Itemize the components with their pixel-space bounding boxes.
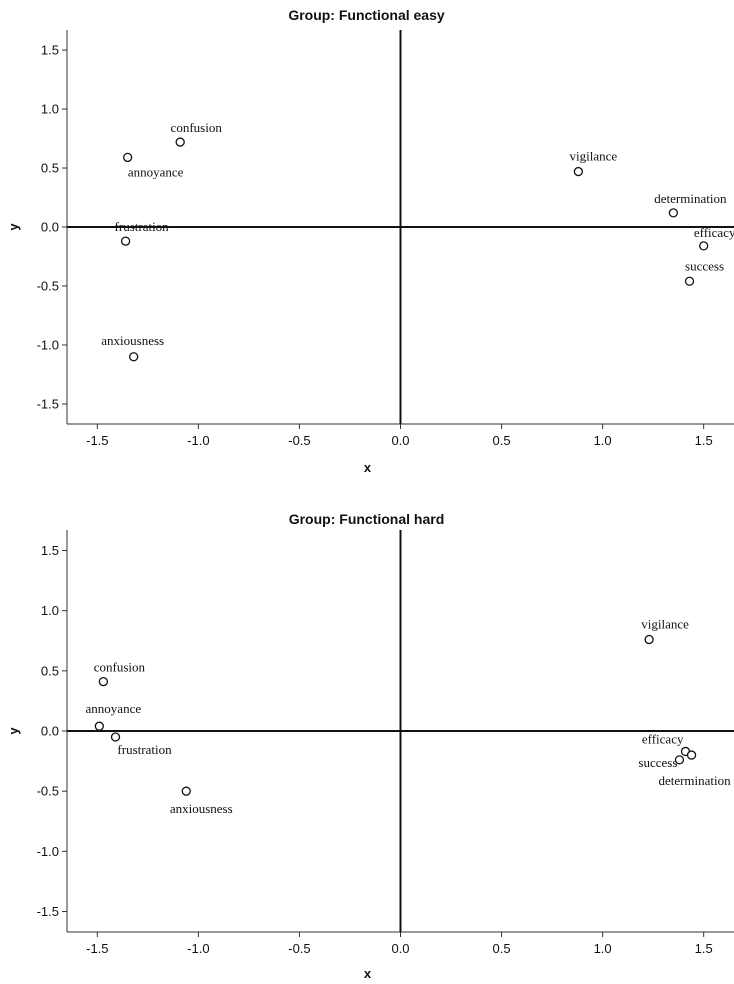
point-label-vigilance: vigilance xyxy=(641,617,689,632)
x-tick-label: 0.5 xyxy=(493,433,511,448)
data-point-determination xyxy=(668,208,679,218)
y-tick-label: 1.0 xyxy=(41,102,59,117)
y-tick-label: -1.5 xyxy=(37,396,59,411)
data-point-success xyxy=(684,276,695,286)
y-tick-label: 0.0 xyxy=(41,724,59,739)
y-tick-label: -0.5 xyxy=(37,278,59,293)
data-point-frustration xyxy=(120,236,131,246)
point-label-anxiousness: anxiousness xyxy=(101,333,164,348)
data-point-vigilance xyxy=(573,166,584,177)
point-label-determination: determination xyxy=(654,191,727,206)
x-tick-label: -1.0 xyxy=(187,433,209,448)
point-label-efficacy: efficacy xyxy=(694,225,734,240)
point-label-determination: determination xyxy=(658,773,731,788)
point-label-annoyance: annoyance xyxy=(128,164,184,179)
chart-panel-2: Group: Functional hard -1.5 -1.0 -0.5 0.0 0.5… xyxy=(6,511,734,981)
x-tick-label: 1.5 xyxy=(695,941,713,956)
data-point-anxiousness xyxy=(181,786,191,796)
y-tick-label: -1.0 xyxy=(37,337,59,352)
point-label-success: success xyxy=(638,755,677,770)
x-tick-label: -1.5 xyxy=(86,941,108,956)
point-label-confusion: confusion xyxy=(94,660,146,675)
x-tick-label: -1.5 xyxy=(86,433,108,448)
y-tick-label: 0.5 xyxy=(41,663,59,678)
data-point-frustration xyxy=(110,732,121,742)
x-tick-label: 0.0 xyxy=(391,433,409,448)
y-axis-label: y xyxy=(6,727,21,735)
x-tick-label: -0.5 xyxy=(288,433,310,448)
data-point-annoyance xyxy=(94,721,104,731)
y-tick-label: -0.5 xyxy=(37,784,59,799)
y-tick-label: 1.5 xyxy=(41,543,59,558)
y-tick-label: 0.0 xyxy=(41,220,59,235)
data-point-confusion xyxy=(98,677,109,687)
x-tick-label: 1.0 xyxy=(594,941,612,956)
point-label-confusion: confusion xyxy=(171,120,223,135)
y-tick-label: -1.5 xyxy=(37,904,59,919)
point-label-vigilance: vigilance xyxy=(570,149,618,164)
point-label-frustration: frustration xyxy=(115,219,170,234)
x-axis-label: x xyxy=(364,966,372,981)
data-point-efficacy xyxy=(699,241,709,251)
data-point-success xyxy=(674,755,685,765)
chart-panel-1: Group: Functional easy -1.5 -1.0 -0.5 0.0 0.5… xyxy=(6,7,734,475)
data-point-anxiousness xyxy=(129,352,139,362)
x-tick-label: -0.5 xyxy=(288,941,310,956)
x-tick-label: 1.5 xyxy=(695,433,713,448)
chart-title: Group: Functional easy xyxy=(288,7,445,23)
point-label-frustration: frustration xyxy=(117,742,172,757)
chart-title: Group: Functional hard xyxy=(289,511,445,527)
y-axis-label: y xyxy=(6,223,21,231)
x-tick-label: -1.0 xyxy=(187,941,209,956)
x-tick-label: 1.0 xyxy=(594,433,612,448)
x-tick-label: 0.5 xyxy=(493,941,511,956)
y-tick-label: 0.5 xyxy=(41,161,59,176)
data-point-determination xyxy=(686,750,697,760)
point-label-anxiousness: anxiousness xyxy=(170,801,233,816)
x-tick-label: 0.0 xyxy=(391,941,409,956)
data-point-confusion xyxy=(175,137,185,147)
point-label-success: success xyxy=(685,258,724,273)
point-label-annoyance: annoyance xyxy=(86,701,142,716)
data-point-annoyance xyxy=(122,152,133,163)
x-axis-label: x xyxy=(364,460,372,475)
data-point-vigilance xyxy=(644,634,654,645)
y-tick-label: -1.0 xyxy=(37,844,59,859)
y-tick-label: 1.5 xyxy=(41,43,59,58)
y-tick-label: 1.0 xyxy=(41,603,59,618)
point-label-efficacy: efficacy xyxy=(642,731,684,746)
